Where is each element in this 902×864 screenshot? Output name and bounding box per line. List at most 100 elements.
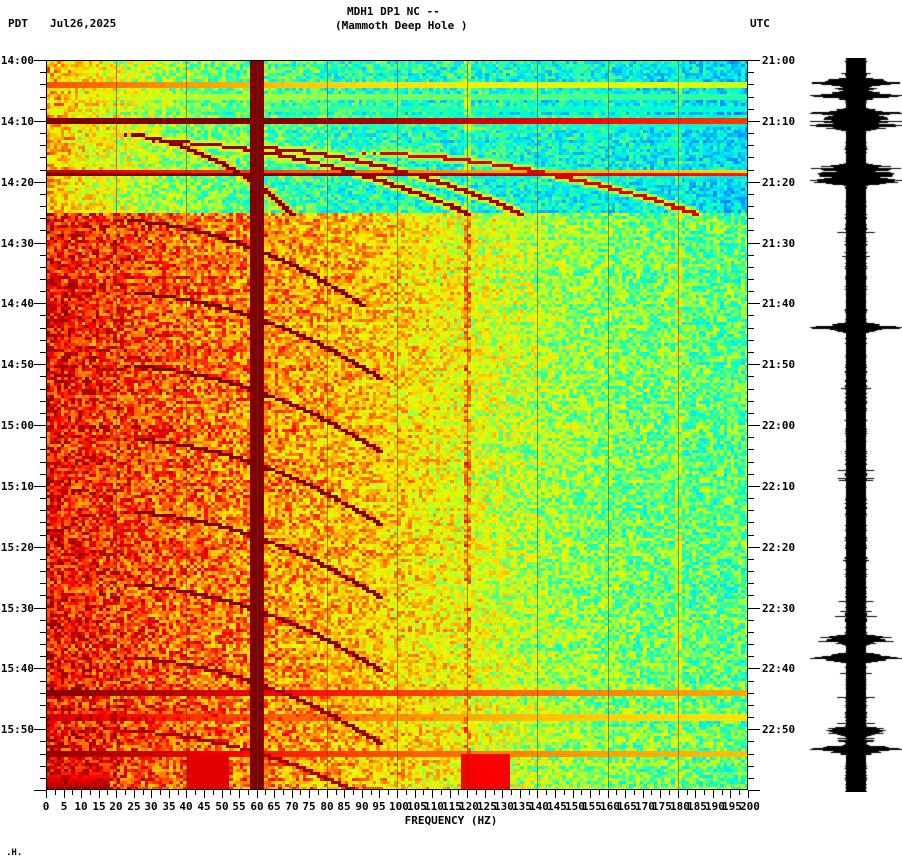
time-label-pdt: 15:00	[0, 419, 34, 432]
freq-tick-label: 90	[355, 800, 369, 813]
freq-major-tick	[450, 790, 451, 798]
freq-minor-tick	[406, 790, 407, 795]
axis-minor-tick	[40, 571, 46, 572]
axis-minor-tick	[40, 72, 46, 73]
axis-minor-tick	[748, 84, 754, 85]
freq-minor-tick	[90, 790, 91, 795]
axis-major-tick	[34, 486, 46, 487]
axis-minor-tick	[748, 632, 754, 633]
axis-minor-tick	[748, 449, 754, 450]
freq-major-tick	[64, 790, 65, 798]
freq-tick-label: 0	[42, 800, 50, 813]
station-subtitle: (Mammoth Deep Hole )	[335, 19, 468, 32]
axis-major-tick	[34, 425, 46, 426]
axis-minor-tick	[748, 401, 754, 402]
freq-minor-tick	[581, 790, 582, 795]
time-label-utc: 22:50	[762, 723, 796, 736]
axis-major-tick	[748, 729, 760, 730]
time-axis-utc: 21:00 21:10 21:20 21:30 21:40 21:50 22:00 22:10…	[748, 54, 808, 791]
time-label-utc: 21:10	[762, 115, 796, 128]
freq-minor-tick	[107, 790, 108, 795]
freq-major-tick	[467, 790, 468, 798]
time-label-pdt: 15:40	[0, 662, 34, 675]
axis-minor-tick	[40, 328, 46, 329]
axis-minor-tick	[748, 170, 754, 171]
freq-minor-tick	[125, 790, 126, 795]
axis-minor-tick	[748, 693, 754, 694]
freq-tick-label: 175	[652, 800, 672, 813]
axis-minor-tick	[748, 291, 754, 292]
time-axis-pdt: 14:00 14:10 14:20 14:30 14:40 14:50 15:00 15:10…	[0, 54, 46, 791]
axis-minor-tick	[748, 267, 754, 268]
axis-minor-tick	[40, 170, 46, 171]
freq-minor-tick	[230, 790, 231, 795]
axis-minor-tick	[748, 437, 754, 438]
freq-tick-label: 60	[250, 800, 264, 813]
axis-major-tick	[34, 182, 46, 183]
axis-minor-tick	[40, 595, 46, 596]
axis-major-tick	[748, 790, 760, 791]
axis-minor-tick	[40, 291, 46, 292]
helicorder-trace	[808, 58, 902, 792]
freq-major-tick	[99, 790, 100, 798]
freq-major-tick	[222, 790, 223, 798]
axis-minor-tick	[748, 510, 754, 511]
axis-minor-tick	[40, 389, 46, 390]
axis-minor-tick	[40, 474, 46, 475]
axis-minor-tick	[40, 766, 46, 767]
time-label-utc: 22:30	[762, 602, 796, 615]
axis-minor-tick	[40, 741, 46, 742]
freq-minor-tick	[318, 790, 319, 795]
axis-major-tick	[34, 364, 46, 365]
freq-tick-label: 100	[389, 800, 409, 813]
freq-tick-label: 115	[442, 800, 462, 813]
freq-major-tick	[485, 790, 486, 798]
freq-major-tick	[502, 790, 503, 798]
axis-minor-tick	[40, 632, 46, 633]
axis-minor-tick	[748, 717, 754, 718]
axis-major-tick	[748, 425, 760, 426]
axis-minor-tick	[748, 328, 754, 329]
time-label-utc: 21:20	[762, 176, 796, 189]
freq-tick-label: 10	[74, 800, 88, 813]
freq-minor-tick	[476, 790, 477, 795]
freq-tick-label: 65	[267, 800, 281, 813]
freq-major-tick	[327, 790, 328, 798]
axis-minor-tick	[40, 437, 46, 438]
axis-minor-tick	[748, 583, 754, 584]
axis-major-tick	[34, 729, 46, 730]
axis-minor-tick	[40, 413, 46, 414]
axis-minor-tick	[40, 133, 46, 134]
time-label-pdt: 15:20	[0, 541, 34, 554]
freq-minor-tick	[178, 790, 179, 795]
freq-tick-label: 20	[109, 800, 123, 813]
freq-major-tick	[134, 790, 135, 798]
time-label-utc: 21:50	[762, 358, 796, 371]
freq-minor-tick	[143, 790, 144, 795]
time-label-utc: 22:40	[762, 662, 796, 675]
freq-tick-label: 180	[670, 800, 690, 813]
freq-major-tick	[46, 790, 47, 798]
axis-minor-tick	[748, 741, 754, 742]
freq-tick-label: 50	[215, 800, 229, 813]
axis-minor-tick	[40, 145, 46, 146]
axis-minor-tick	[40, 510, 46, 511]
axis-minor-tick	[748, 535, 754, 536]
time-label-utc: 21:30	[762, 237, 796, 250]
axis-major-tick	[748, 668, 760, 669]
axis-major-tick	[34, 60, 46, 61]
axis-minor-tick	[748, 279, 754, 280]
axis-minor-tick	[748, 462, 754, 463]
axis-minor-tick	[748, 389, 754, 390]
time-label-pdt: 14:20	[0, 176, 34, 189]
freq-minor-tick	[423, 790, 424, 795]
freq-tick-label: 75	[302, 800, 316, 813]
axis-minor-tick	[40, 315, 46, 316]
freq-tick-label: 15	[92, 800, 106, 813]
freq-minor-tick	[722, 790, 723, 795]
freq-tick-label: 55	[232, 800, 246, 813]
axis-minor-tick	[748, 157, 754, 158]
freq-minor-tick	[195, 790, 196, 795]
freq-tick-label: 200	[740, 800, 760, 813]
freq-major-tick	[520, 790, 521, 798]
